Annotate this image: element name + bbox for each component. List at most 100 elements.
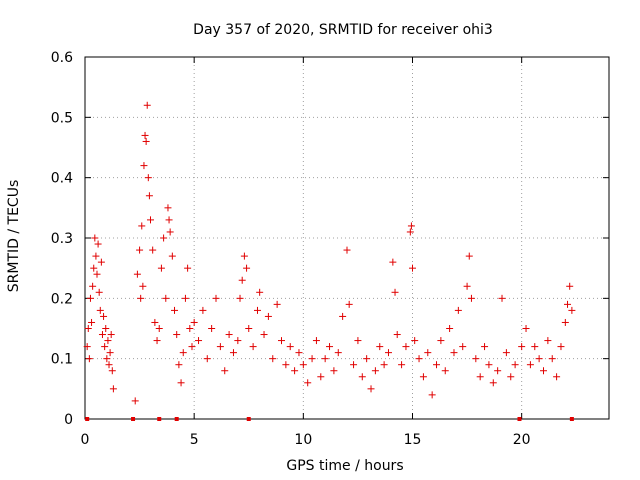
data-point [339,312,347,320]
data-point [384,349,392,357]
data-point [136,246,144,254]
data-point [229,349,237,357]
data-point [179,349,187,357]
data-point [424,349,432,357]
baseline-flags [85,417,574,421]
data-point [140,162,148,170]
data-point [476,373,484,381]
data-point [143,101,151,109]
data-point [139,282,147,290]
data-point [485,361,493,369]
data-point [389,258,397,266]
data-point [433,361,441,369]
x-tick-label: 15 [404,432,422,448]
data-point [454,306,462,314]
data-point [203,355,211,363]
data-point [463,282,471,290]
data-point [188,343,196,351]
data-point [330,367,338,375]
data-point [106,349,114,357]
data-point [155,325,163,332]
data-point [86,294,94,302]
data-point [481,343,489,351]
data-point [282,361,290,369]
data-point [160,234,168,242]
data-point [147,216,154,224]
data-point [253,306,261,314]
data-point [526,361,534,369]
data-point [216,343,224,351]
data-point [184,264,192,272]
x-axis-label: GPS time / hours [286,458,403,474]
data-point [260,331,268,339]
data-point [564,300,572,308]
data-point [166,228,174,236]
y-tick-label: 0 [64,412,73,428]
data-point [103,355,111,363]
data-point [354,337,362,345]
data-point [256,288,264,296]
data-point [225,331,233,339]
data-point [291,367,299,375]
data-point [406,228,414,236]
x-axis: 0 5 10 15 20 [81,57,531,448]
data-point [393,331,401,339]
data-points [83,101,576,405]
data-point [398,361,406,369]
y-tick-label: 0.2 [51,291,73,307]
data-point [181,294,189,302]
baseline-flag [569,417,574,421]
data-point [409,264,416,272]
data-point [245,325,253,332]
data-point [568,306,576,314]
data-point [90,264,98,272]
data-point [94,240,102,248]
data-point [502,349,510,357]
data-point [107,331,115,339]
data-point [85,355,93,363]
data-point [92,252,100,260]
data-point [557,343,565,351]
data-point [446,325,454,332]
data-point [236,294,244,302]
data-point [465,252,473,260]
data-point [535,355,543,363]
data-point [380,361,388,369]
data-point [518,343,526,351]
data-point [101,343,109,351]
data-point [131,397,139,405]
data-point [278,337,285,345]
data-point [141,131,149,139]
data-point [419,373,427,381]
data-point [561,318,569,326]
data-point [137,294,145,302]
data-point [142,137,150,145]
data-point [358,373,366,381]
data-point [93,270,101,278]
grid-lines [85,57,609,419]
data-point [402,343,410,351]
y-tick-label: 0.1 [51,352,73,368]
data-point [212,294,220,302]
data-point [96,306,104,314]
data-point [437,337,445,345]
baseline-flag [517,417,522,421]
data-point [308,355,316,363]
data-point [173,331,181,339]
data-point [95,288,103,296]
data-point [157,264,165,272]
baseline-flag [157,417,162,421]
data-point [441,367,449,375]
x-tick-label: 0 [81,432,90,448]
data-point [498,294,506,302]
data-point [208,325,216,332]
data-point [548,355,556,363]
data-point [234,337,242,345]
data-point [83,343,91,351]
data-point [522,325,530,332]
data-point [171,306,179,314]
data-point [84,325,92,332]
data-point [105,361,113,369]
y-tick-label: 0.3 [51,231,73,247]
data-point [345,300,353,308]
